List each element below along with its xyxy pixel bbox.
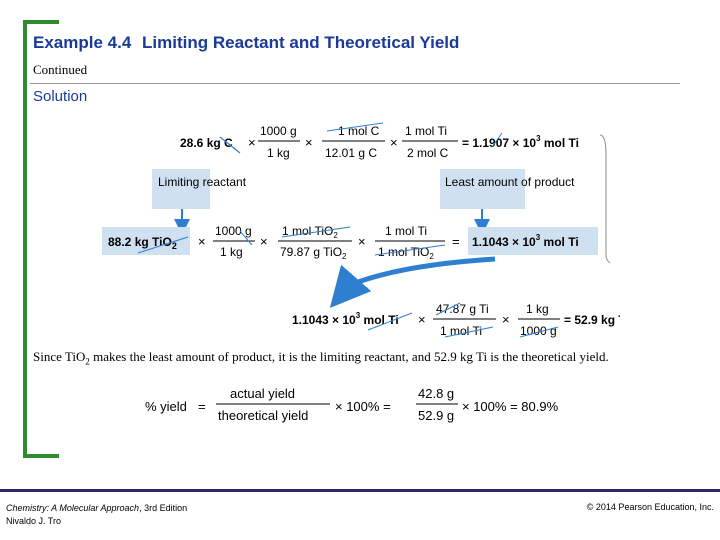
example-title: Limiting Reactant and Theoretical Yield (142, 33, 460, 52)
slide-bracket-top (23, 20, 59, 24)
book-title: Chemistry: A Molecular Approach (6, 503, 140, 513)
svg-text:×: × (248, 135, 256, 150)
calc1-f1-num: 1000 g (260, 124, 297, 138)
slide-title: Example 4.4 Limiting Reactant and Theore… (33, 33, 459, 53)
calc3-f2-num: 1 kg (526, 302, 549, 316)
svg-text:×: × (198, 234, 206, 249)
limiting-reactant-callout (152, 169, 210, 209)
book-edition: , 3rd Edition (139, 503, 188, 513)
calc3-f1-num: 47.87 g Ti (436, 302, 489, 316)
calc2-f1-den: 1 kg (220, 245, 243, 259)
slide-bracket-side (23, 20, 27, 458)
svg-text:42.8 g: 42.8 g (418, 386, 454, 401)
svg-text:% yield: % yield (145, 399, 187, 414)
calc1-start: 28.6 kg C (180, 136, 233, 150)
least-product-callout (440, 169, 525, 209)
example-label: Example 4.4 (33, 33, 132, 52)
svg-text:×: × (390, 135, 398, 150)
svg-text:Least amount of product: Least amount of product (445, 175, 575, 189)
svg-text:×: × (418, 312, 426, 327)
continued-label: Continued (33, 62, 88, 77)
solution-heading: Solution (33, 88, 88, 105)
calc1-f2-den: 12.01 g C (325, 146, 377, 160)
header-divider (30, 83, 680, 84)
footer-citation: Chemistry: A Molecular Approach, 3rd Edi… (6, 502, 187, 528)
calc2-result: 1.1043 × 103 mol Ti (472, 233, 579, 249)
calc3-result: = 52.9 kg Ti (564, 313, 620, 327)
calc3-f1-den: 1 mol Ti (440, 324, 482, 338)
calc1-f3-num: 1 mol Ti (405, 124, 447, 138)
svg-text:×: × (305, 135, 313, 150)
conclusion-text: Since TiO2 makes the least amount of pro… (33, 349, 609, 367)
calc1-f3-den: 2 mol C (407, 146, 449, 160)
calc1-result: = 1.1907 × 103 mol Ti (462, 134, 579, 150)
calc2-f2-den: 79.87 g TiO2 (280, 245, 347, 261)
svg-text:× 100% = 80.9%: × 100% = 80.9% (462, 399, 559, 414)
copyright-notice: © 2014 Pearson Education, Inc. (586, 502, 714, 512)
calc2-f1-num: 1000 g (215, 224, 252, 238)
svg-text:× 100% =: × 100% = (335, 399, 391, 414)
calculation-diagram: 28.6 kg C × 1000 g 1 kg × 1 mol C 12.01 … (102, 122, 620, 338)
svg-text:=: = (198, 399, 206, 414)
book-author: Nivaldo J. Tro (6, 516, 62, 526)
svg-text:theoretical yield: theoretical yield (218, 408, 308, 423)
calc1-f1-den: 1 kg (267, 146, 290, 160)
percent-yield-equation: % yield = actual yield theoretical yield… (145, 386, 559, 423)
svg-text:actual yield: actual yield (230, 386, 295, 401)
calc3-start: 1.1043 × 103 mol Ti (292, 311, 399, 327)
svg-text:Limiting reactant: Limiting reactant (158, 175, 247, 189)
calc2-f3-den: 1 mol TiO2 (378, 245, 434, 261)
svg-text:×: × (502, 312, 510, 327)
calc2-f2-num: 1 mol TiO2 (282, 224, 338, 240)
calc2-start: 88.2 kg TiO2 (108, 235, 177, 251)
footer-divider (0, 489, 720, 492)
calc2-f3-num: 1 mol Ti (385, 224, 427, 238)
slide-bracket-bottom (23, 454, 59, 458)
svg-text:×: × (358, 234, 366, 249)
svg-text:52.9 g: 52.9 g (418, 408, 454, 423)
svg-text:×: × (260, 234, 268, 249)
svg-text:=: = (452, 234, 460, 249)
